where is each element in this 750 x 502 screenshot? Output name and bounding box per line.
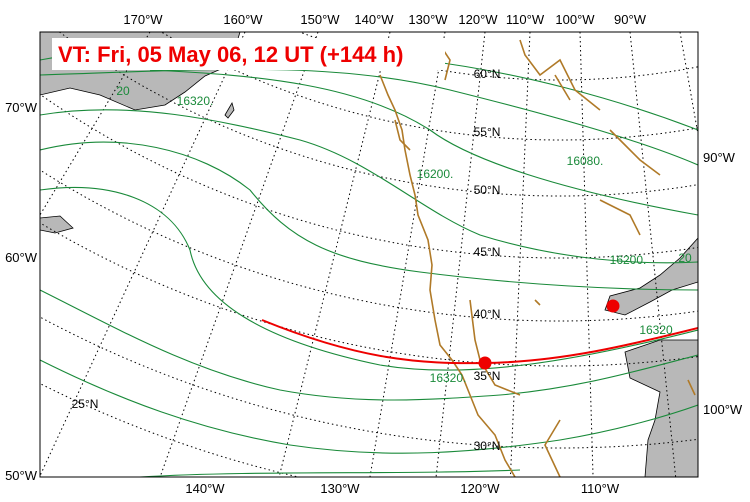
label: 45°N xyxy=(474,245,501,259)
label: 90°W xyxy=(703,150,736,165)
label: 20 xyxy=(678,251,692,265)
shade xyxy=(224,101,235,119)
label: 50°N xyxy=(474,183,501,197)
labels: 170°W 160°W 150°W 140°W 130°W 120°W 110°W 100°W… xyxy=(5,12,743,496)
label: 60°N xyxy=(474,67,501,81)
shade xyxy=(604,237,698,316)
label: 130°W xyxy=(320,481,360,496)
label: 16320. xyxy=(430,371,467,385)
label: 140°W xyxy=(185,481,225,496)
label: 60°W xyxy=(5,250,38,265)
meridian xyxy=(159,32,319,477)
label: 16320. xyxy=(177,94,214,108)
label: 30°N xyxy=(474,439,501,453)
label: 110°W xyxy=(581,481,620,496)
shade xyxy=(624,339,698,477)
frame xyxy=(39,31,699,478)
label: 35°N xyxy=(474,369,501,383)
label: 110°W xyxy=(506,12,545,27)
label: 20 xyxy=(116,84,130,98)
label: 140°W xyxy=(354,12,394,27)
label: 150°W xyxy=(300,12,340,27)
meridian xyxy=(369,32,446,477)
label: 120°W xyxy=(458,12,498,27)
label: 90°W xyxy=(614,12,647,27)
parallel xyxy=(40,316,698,449)
label: 160°W xyxy=(223,12,263,27)
title: VT: Fri, 05 May 06, 12 UT (+144 h) xyxy=(58,42,403,67)
title-box xyxy=(52,38,445,70)
point xyxy=(478,356,492,370)
meridian xyxy=(509,32,531,477)
meridian xyxy=(40,32,246,477)
label: 40°N xyxy=(474,307,501,321)
parallel xyxy=(58,32,698,197)
label: 16200. xyxy=(417,167,454,181)
label: 25°N xyxy=(72,397,99,411)
meridian xyxy=(435,32,486,477)
label: 170°W xyxy=(123,12,163,27)
label: 120°W xyxy=(460,481,500,496)
point xyxy=(606,299,620,313)
coastline xyxy=(379,39,696,477)
shade xyxy=(40,215,74,234)
label: 100°W xyxy=(555,12,595,27)
label: 16200. xyxy=(610,253,647,267)
label: 55°N xyxy=(474,125,501,139)
meridian xyxy=(679,32,698,138)
label: 100°W xyxy=(703,402,743,417)
label: 50°W xyxy=(5,468,38,483)
meridian xyxy=(579,32,594,477)
label: 16080. xyxy=(567,154,604,168)
label: 16320 xyxy=(639,323,673,337)
label: 130°W xyxy=(408,12,448,27)
label: 70°W xyxy=(5,100,38,115)
